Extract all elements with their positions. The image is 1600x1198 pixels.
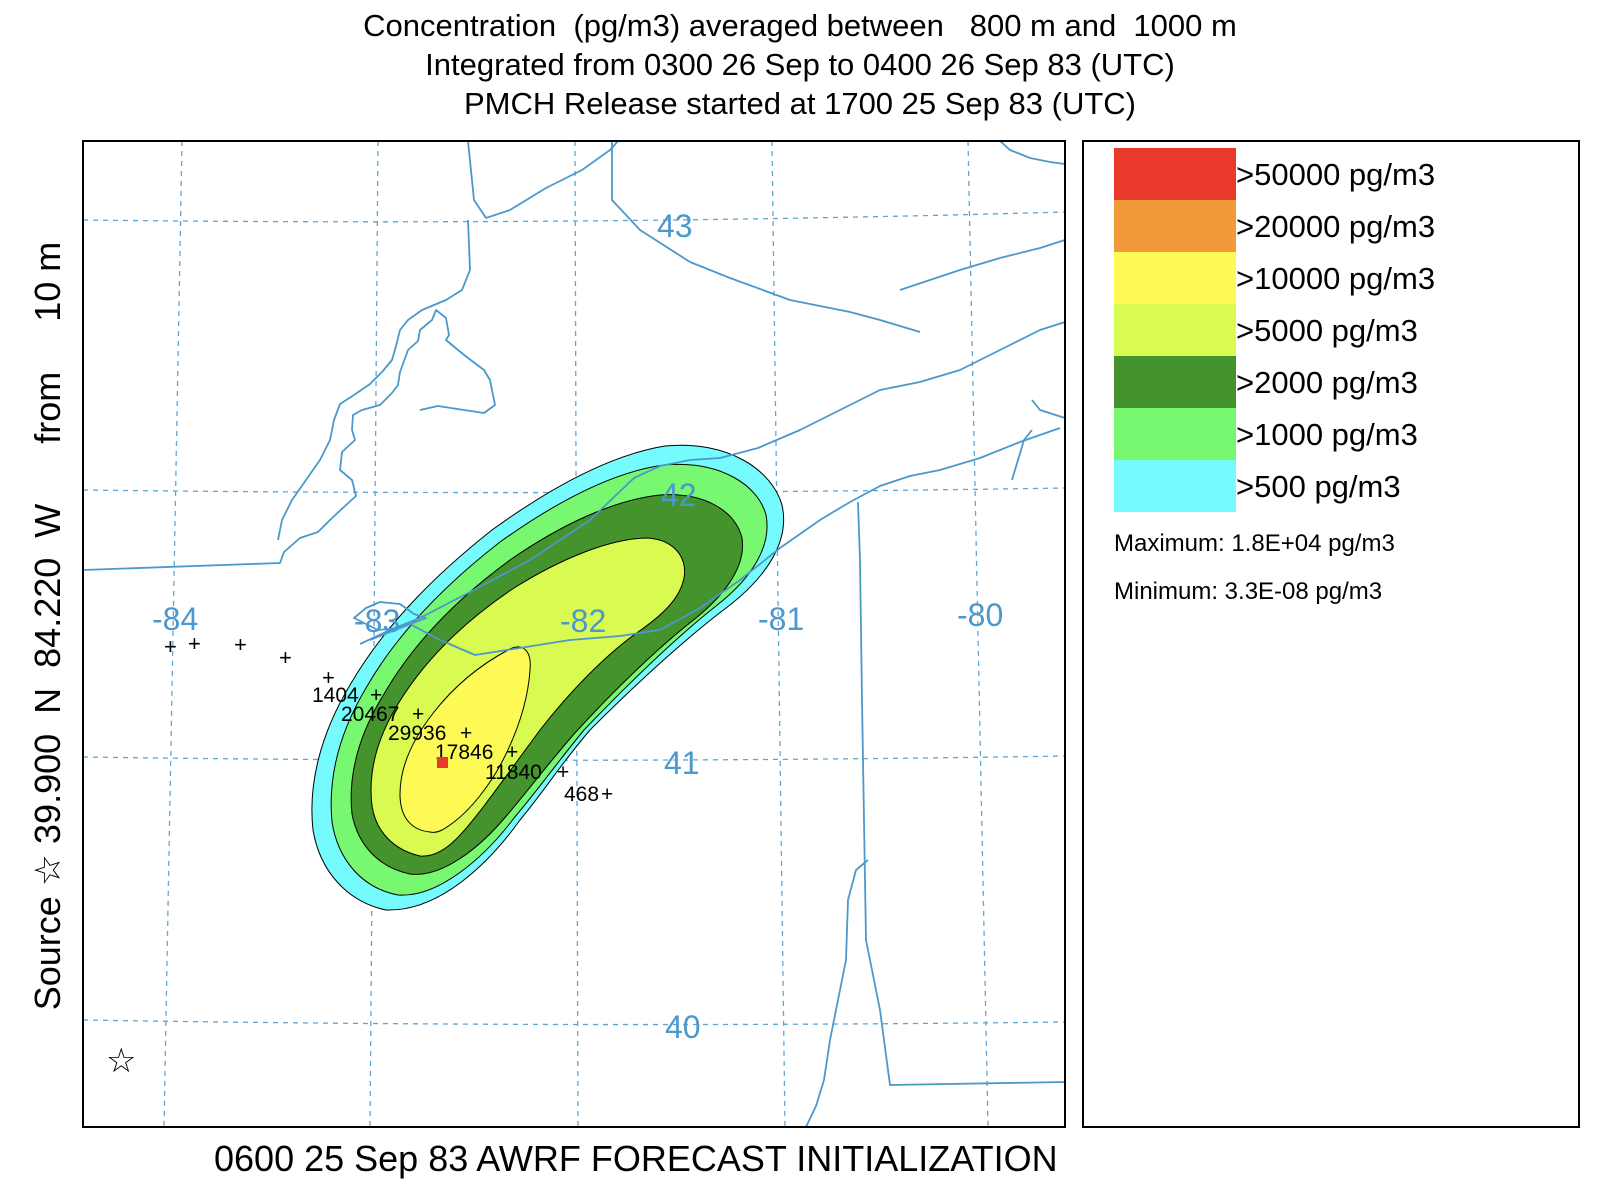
- legend-label-20000: >20000 pg/m3: [1236, 209, 1436, 244]
- chart-title: Concentration (pg/m3) averaged between 8…: [0, 6, 1600, 123]
- longitude-labels: -84 -83 -82 -81 -80: [152, 597, 1003, 639]
- lake-erie-south-shore: [369, 427, 1061, 656]
- sampler-markers: + + + + +: [164, 631, 335, 690]
- latitude-label-40: 40: [665, 1009, 701, 1045]
- sampler-value-1404: 1404: [312, 684, 359, 707]
- legend-swatch-50000: [1114, 148, 1236, 200]
- title-line-concentration: Concentration (pg/m3) averaged between 8…: [363, 8, 1237, 43]
- map-frame: [82, 140, 1066, 1128]
- title-line-integration: Integrated from 0300 26 Sep to 0400 26 S…: [425, 47, 1175, 82]
- legend-swatch-5000: [1114, 304, 1236, 356]
- legend-swatch-1000: [1114, 408, 1236, 460]
- title-line-release: PMCH Release started at 1700 25 Sep 83 (…: [464, 86, 1136, 121]
- graticule: [83, 141, 1065, 1127]
- contour-10000: [399, 646, 531, 833]
- forecast-initialization-label: 0600 25 Sep 83 AWRF FORECAST INITIALIZAT…: [214, 1138, 1058, 1179]
- plus-icon: +: [322, 665, 335, 690]
- plume-contours: [311, 444, 785, 911]
- sampler-values: 1404 + 20467 + 29936 + 17846 + 11840 + 4…: [312, 684, 613, 806]
- legend-item-5000: >5000 pg/m3: [1114, 304, 1554, 356]
- longitude-label-80: -80: [957, 597, 1003, 633]
- legend-item-2000: >2000 pg/m3: [1114, 356, 1554, 408]
- meridian-83: [369, 141, 379, 1127]
- ontario-shore: [467, 141, 619, 219]
- legend-swatch-500: [1114, 460, 1236, 512]
- geographic-boundaries: [83, 141, 1065, 1127]
- longitude-label-82: -82: [560, 603, 606, 639]
- legend-label-50000: >50000 pg/m3: [1236, 157, 1436, 192]
- sampler-value-468: 468: [564, 783, 599, 806]
- legend-label-10000: >10000 pg/m3: [1236, 261, 1436, 296]
- lake-huron-shore: [611, 141, 921, 333]
- ontario-north: [999, 141, 1065, 165]
- legend-label-5000: >5000 pg/m3: [1236, 313, 1418, 348]
- longitude-label-84: -84: [152, 601, 198, 637]
- legend-label-2000: >2000 pg/m3: [1236, 365, 1418, 400]
- plus-icon: +: [460, 722, 472, 745]
- plus-icon: +: [164, 634, 177, 659]
- lake-st-clair-shore: [353, 601, 427, 631]
- legend-swatch-10000: [1114, 252, 1236, 304]
- plus-icon: +: [601, 783, 613, 806]
- legend-item-50000: >50000 pg/m3: [1114, 148, 1554, 200]
- west-virginia-border: [805, 859, 869, 1127]
- pennsylvania-north: [1031, 399, 1065, 419]
- plus-icon: +: [412, 703, 424, 726]
- legend-panel: >50000 pg/m3 >20000 pg/m3 >10000 pg/m3 >…: [1082, 140, 1580, 1128]
- longitude-label-81: -81: [758, 601, 804, 637]
- parallel-41: [83, 755, 1065, 761]
- parallel-40: [83, 1019, 1065, 1026]
- latitude-labels: 43 42 41 40: [657, 208, 701, 1045]
- legend-item-1000: >1000 pg/m3: [1114, 408, 1554, 460]
- legend-item-20000: >20000 pg/m3: [1114, 200, 1554, 252]
- parallel-43: [83, 211, 1065, 223]
- legend-label-500: >500 pg/m3: [1236, 469, 1401, 504]
- meridian-80: [967, 141, 989, 1127]
- ohio-pennsylvania-border: [857, 501, 1065, 1086]
- maximum-value: Maximum: 1.8E+04 pg/m3: [1114, 530, 1395, 557]
- legend-item-500: >500 pg/m3: [1114, 460, 1554, 512]
- sampler-value-20467: 20467: [341, 703, 399, 726]
- latitude-label-41: 41: [664, 745, 700, 781]
- maximum-concentration-marker: [437, 757, 448, 768]
- sampler-value-17846: 17846: [435, 741, 493, 764]
- longitude-label-83: -83: [354, 603, 400, 639]
- meridian-84: [163, 141, 183, 1127]
- michigan-ohio-border: [83, 309, 496, 571]
- plus-icon: +: [188, 631, 201, 656]
- plus-icon: +: [234, 632, 247, 657]
- ohio-river-south: [1011, 429, 1033, 481]
- legend-label-1000: >1000 pg/m3: [1236, 417, 1418, 452]
- sampler-value-11840: 11840: [485, 761, 542, 784]
- legend-item-10000: >10000 pg/m3: [1114, 252, 1554, 304]
- sampler-value-29936: 29936: [388, 722, 446, 745]
- latitude-label-42: 42: [661, 477, 697, 513]
- legend-swatch-20000: [1114, 200, 1236, 252]
- legend-swatch-2000: [1114, 356, 1236, 408]
- plus-icon: +: [370, 684, 382, 707]
- lake-erie-north-shore: [359, 321, 1065, 645]
- plus-icon: +: [279, 645, 292, 670]
- plus-icon: +: [557, 761, 569, 784]
- plus-icon: +: [506, 741, 518, 764]
- star-icon: ☆: [106, 1041, 136, 1081]
- minimum-value: Minimum: 3.3E-08 pg/m3: [1114, 578, 1383, 605]
- ontario-inland: [277, 219, 471, 541]
- latitude-label-43: 43: [657, 208, 693, 244]
- meridian-81: [771, 141, 786, 1127]
- georgian-bay-shore: [899, 239, 1065, 291]
